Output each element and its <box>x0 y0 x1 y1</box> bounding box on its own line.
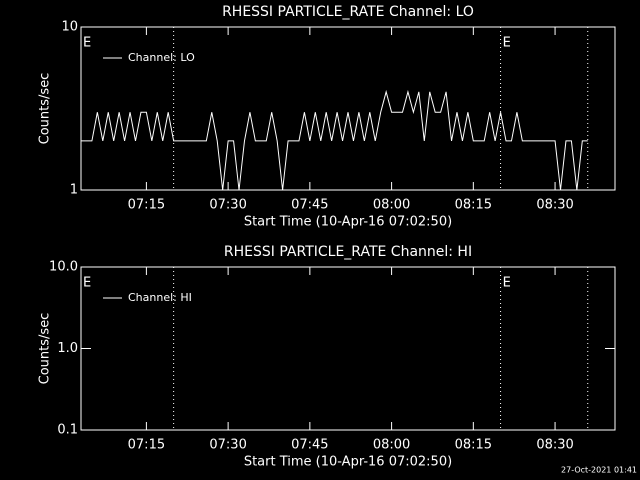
x-tick-label: 07:45 <box>291 198 328 213</box>
data-line <box>81 89 588 191</box>
plot-frame <box>80 26 616 191</box>
x-axis-label: Start Time (10-Apr-16 07:02:50) <box>244 455 452 470</box>
x-axis-label: Start Time (10-Apr-16 07:02:50) <box>244 215 452 230</box>
footer: 27-Oct-2021 01:41 <box>561 466 637 475</box>
chart-title: RHESSI PARTICLE_RATE Channel: HI <box>224 244 472 260</box>
x-tick-label: 08:00 <box>373 438 410 453</box>
x-tick-label: 08:30 <box>536 198 573 213</box>
x-tick-label: 08:15 <box>455 198 492 213</box>
y-tick-label: 0.1 <box>57 423 78 438</box>
x-tick-label: 08:30 <box>536 438 573 453</box>
x-tick-label: 08:15 <box>455 438 492 453</box>
annotation: E <box>83 276 91 291</box>
y-axis-label: Counts/sec <box>38 313 53 385</box>
x-tick-label: 07:15 <box>128 438 165 453</box>
chart-title: RHESSI PARTICLE_RATE Channel: LO <box>222 4 474 20</box>
y-axis-label: Counts/sec <box>38 73 53 145</box>
legend-label: Channel: HI <box>128 291 192 304</box>
x-tick-label: 07:30 <box>209 198 246 213</box>
annotation: E <box>83 36 91 51</box>
x-tick-label: 08:00 <box>373 198 410 213</box>
legend-label: Channel: LO <box>128 51 195 64</box>
x-tick-label: 07:30 <box>209 438 246 453</box>
y-tick-label: 10.0 <box>49 260 78 275</box>
annotation: E <box>503 276 511 291</box>
x-tick-label: 07:45 <box>291 438 328 453</box>
y-tick-label: 1.0 <box>57 341 78 356</box>
annotation: E <box>503 36 511 51</box>
y-tick-label: 1 <box>70 183 78 198</box>
x-tick-label: 07:15 <box>128 198 165 213</box>
y-tick-label: 10 <box>61 20 78 35</box>
